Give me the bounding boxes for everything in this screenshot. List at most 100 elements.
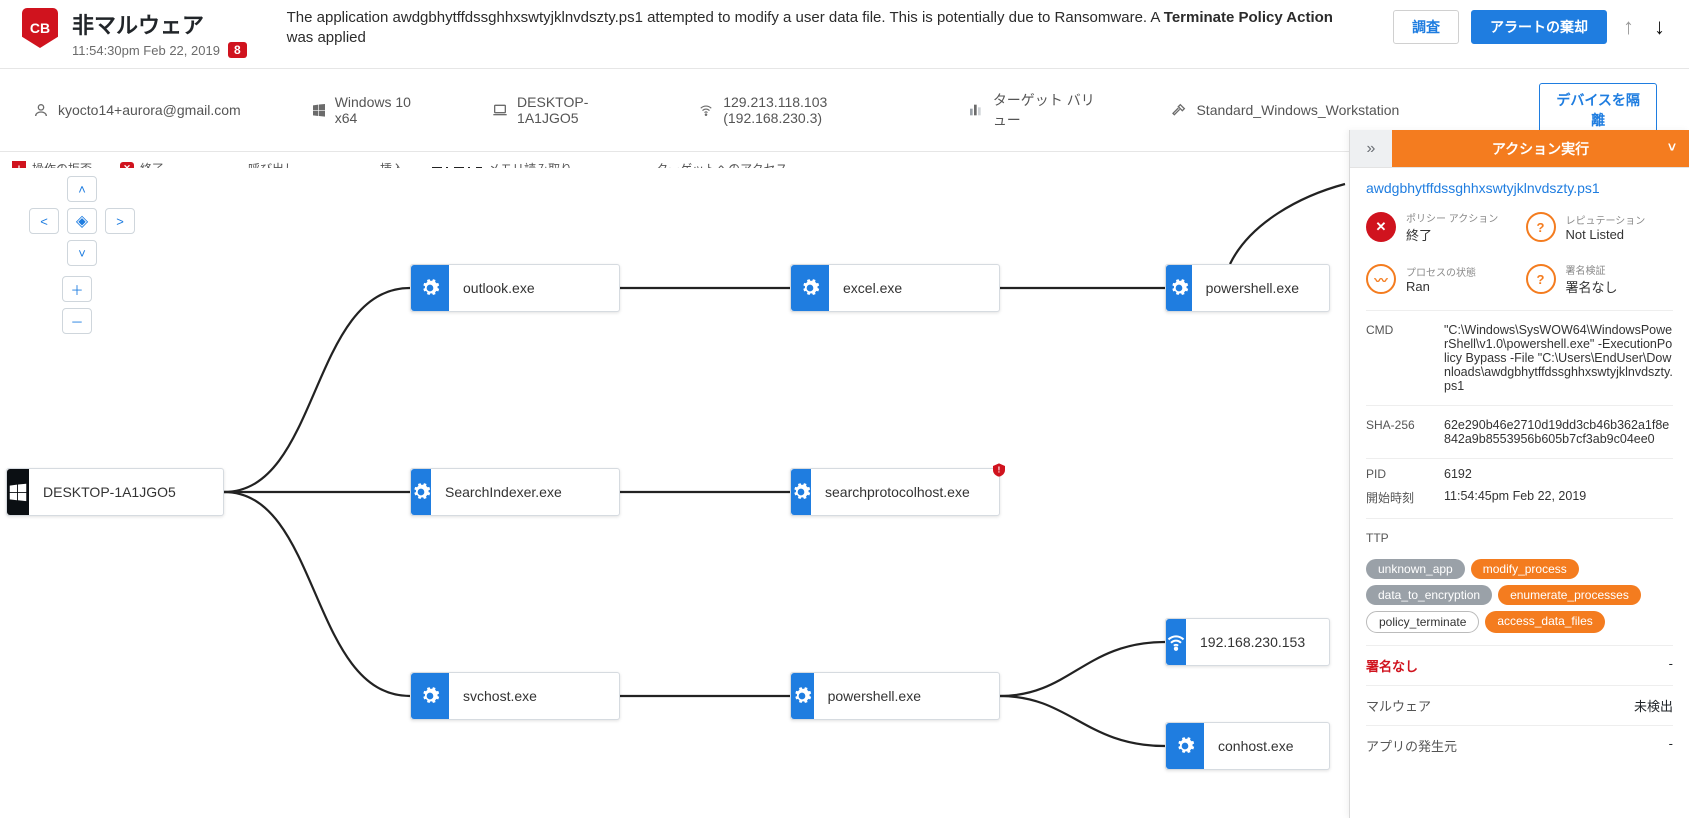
- wifi-icon: [697, 101, 715, 119]
- status-grid: ✕ ポリシー アクション終了 ? レピュテーションNot Listed 〰 プロ…: [1366, 210, 1673, 296]
- node-label: SearchIndexer.exe: [431, 484, 640, 500]
- process-node-conhost[interactable]: conhost.exe: [1165, 722, 1330, 770]
- info-user: kyocto14+aurora@gmail.com: [32, 101, 241, 119]
- investigate-button[interactable]: 調査: [1393, 10, 1459, 44]
- process-node-ps_top[interactable]: powershell.exe: [1165, 264, 1330, 312]
- alert-desc-pre: The application awdgbhytffdssghhxswtyjkl…: [287, 9, 1164, 26]
- ttp-tag[interactable]: unknown_app: [1366, 559, 1465, 579]
- take-action-button[interactable]: アクション実行 ˅: [1392, 130, 1689, 167]
- alert-description: The application awdgbhytffdssghhxswtyjkl…: [247, 8, 1393, 49]
- info-os: Windows 10 x64: [311, 94, 421, 126]
- node-label: excel.exe: [829, 280, 980, 296]
- node-label: powershell.exe: [814, 688, 999, 704]
- root-node[interactable]: DESKTOP-1A1JGO5: [6, 468, 224, 516]
- status-proc-state: 〰 プロセスの状態Ran: [1366, 262, 1514, 296]
- process-node-svchost[interactable]: svchost.exe: [410, 672, 620, 720]
- isolate-device-button[interactable]: デバイスを隔離: [1539, 83, 1657, 137]
- collapse-panel-button[interactable]: »: [1350, 130, 1392, 167]
- status-reputation: ? レピュテーションNot Listed: [1526, 210, 1674, 244]
- bars-icon: [967, 101, 985, 119]
- row-signature: 署名なし -: [1366, 645, 1673, 685]
- process-node-ps_bot[interactable]: powershell.exe: [790, 672, 1000, 720]
- svg-text:!: !: [998, 466, 1001, 475]
- gear-icon: [1166, 723, 1204, 769]
- gear-icon: [791, 469, 811, 515]
- edge-ps_top-off: [1230, 184, 1345, 264]
- panel-body: awdgbhytffdssghhxswtyjklnvdszty.ps1 ✕ ポリ…: [1350, 168, 1689, 785]
- ttp-tag[interactable]: access_data_files: [1485, 611, 1604, 633]
- header-actions: 調査 アラートの棄却 ↑ ↓: [1393, 8, 1669, 44]
- info-policy: Standard_Windows_Workstation: [1170, 101, 1399, 119]
- alert-badge-icon: !: [991, 461, 1007, 479]
- panel-header: » アクション実行 ˅: [1350, 130, 1689, 168]
- node-label: searchprotocolhost.exe: [811, 484, 1048, 500]
- info-host-value: DESKTOP-1A1JGO5: [517, 94, 627, 126]
- detail-ttp: TTP unknown_appmodify_processdata_to_enc…: [1366, 518, 1673, 645]
- process-node-sph[interactable]: searchprotocolhost.exe!: [790, 468, 1000, 516]
- edge-ps_bot-conhost: [1000, 696, 1165, 746]
- windows-icon: [311, 101, 327, 119]
- ttp-tag[interactable]: modify_process: [1471, 559, 1579, 579]
- node-label: svchost.exe: [449, 688, 615, 704]
- alert-subheader: 11:54:30pm Feb 22, 2019 8: [72, 42, 247, 58]
- node-label: outlook.exe: [449, 280, 613, 296]
- edge-root-outlook: [224, 288, 410, 492]
- dismiss-alert-button[interactable]: アラートの棄却: [1471, 10, 1607, 44]
- gear-icon: [411, 673, 449, 719]
- detail-sha: SHA-256 62e290b46e2710d19dd3cb46b362a1f8…: [1366, 405, 1673, 458]
- info-target-value-label: ターゲット バリュー: [993, 90, 1101, 130]
- details-panel: » アクション実行 ˅ awdgbhytffdssghhxswtyjklnvds…: [1349, 130, 1689, 818]
- alert-timestamp: 11:54:30pm Feb 22, 2019: [72, 43, 220, 58]
- reputation-status-icon: ?: [1526, 212, 1556, 242]
- laptop-icon: [491, 101, 509, 119]
- cb-logo-icon: CB: [22, 8, 58, 48]
- alert-title: 非マルウェア: [72, 8, 247, 40]
- signature-status-icon: ?: [1526, 264, 1556, 294]
- detail-pid: PID 6192: [1366, 458, 1673, 489]
- row-malware: マルウェア 未検出: [1366, 685, 1673, 725]
- ttp-tag[interactable]: data_to_encryption: [1366, 585, 1492, 605]
- gear-icon: [411, 469, 431, 515]
- edge-root-svchost: [224, 492, 410, 696]
- info-policy-value: Standard_Windows_Workstation: [1196, 102, 1399, 118]
- process-node-excel[interactable]: excel.exe: [790, 264, 1000, 312]
- row-origin: アプリの発生元 -: [1366, 725, 1673, 765]
- chevron-down-icon: ˅: [1668, 139, 1676, 155]
- node-label: conhost.exe: [1204, 738, 1324, 754]
- gear-icon: [411, 265, 449, 311]
- prev-alert-icon[interactable]: ↑: [1619, 14, 1638, 40]
- selected-file-link[interactable]: awdgbhytffdssghhxswtyjklnvdszty.ps1: [1366, 180, 1673, 196]
- proc-state-icon: 〰: [1366, 264, 1396, 294]
- terminate-status-icon: ✕: [1366, 212, 1396, 242]
- gear-icon: [1166, 265, 1192, 311]
- gear-icon: [791, 673, 814, 719]
- user-icon: [32, 101, 50, 119]
- severity-badge: 8: [228, 42, 247, 58]
- info-host: DESKTOP-1A1JGO5: [491, 94, 627, 126]
- gear-icon: [791, 265, 829, 311]
- process-node-outlook[interactable]: outlook.exe: [410, 264, 620, 312]
- status-signature: ? 署名検証署名なし: [1526, 262, 1674, 296]
- edge-ps_bot-net: [1000, 642, 1165, 696]
- detail-cmd: CMD "C:\Windows\SysWOW64\WindowsPowerShe…: [1366, 310, 1673, 405]
- detail-start: 開始時刻 11:54:45pm Feb 22, 2019: [1366, 489, 1673, 518]
- header-left: CB 非マルウェア 11:54:30pm Feb 22, 2019 8: [22, 8, 247, 58]
- alert-desc-post: was applied: [287, 29, 366, 46]
- node-label: 192.168.230.153: [1186, 634, 1335, 650]
- node-label: powershell.exe: [1192, 280, 1329, 296]
- info-target-value: ターゲット バリュー: [967, 90, 1101, 130]
- wifi-icon: [1166, 619, 1186, 665]
- info-os-value: Windows 10 x64: [335, 94, 421, 126]
- info-ip-value: 129.213.118.103 (192.168.230.3): [723, 94, 897, 126]
- alert-desc-bold: Terminate Policy Action: [1164, 9, 1333, 26]
- status-policy-action: ✕ ポリシー アクション終了: [1366, 210, 1514, 244]
- ttp-list: unknown_app modify_process data_to_encrypt…: [1366, 559, 1673, 633]
- windows-icon: [7, 469, 29, 515]
- process-node-net[interactable]: 192.168.230.153: [1165, 618, 1330, 666]
- node-label: DESKTOP-1A1JGO5: [29, 484, 254, 500]
- ttp-tag[interactable]: enumerate_processes: [1498, 585, 1641, 605]
- ttp-tag[interactable]: policy_terminate: [1366, 611, 1479, 633]
- hammer-icon: [1170, 101, 1188, 119]
- process-node-searchidx[interactable]: SearchIndexer.exe: [410, 468, 620, 516]
- next-alert-icon[interactable]: ↓: [1650, 14, 1669, 40]
